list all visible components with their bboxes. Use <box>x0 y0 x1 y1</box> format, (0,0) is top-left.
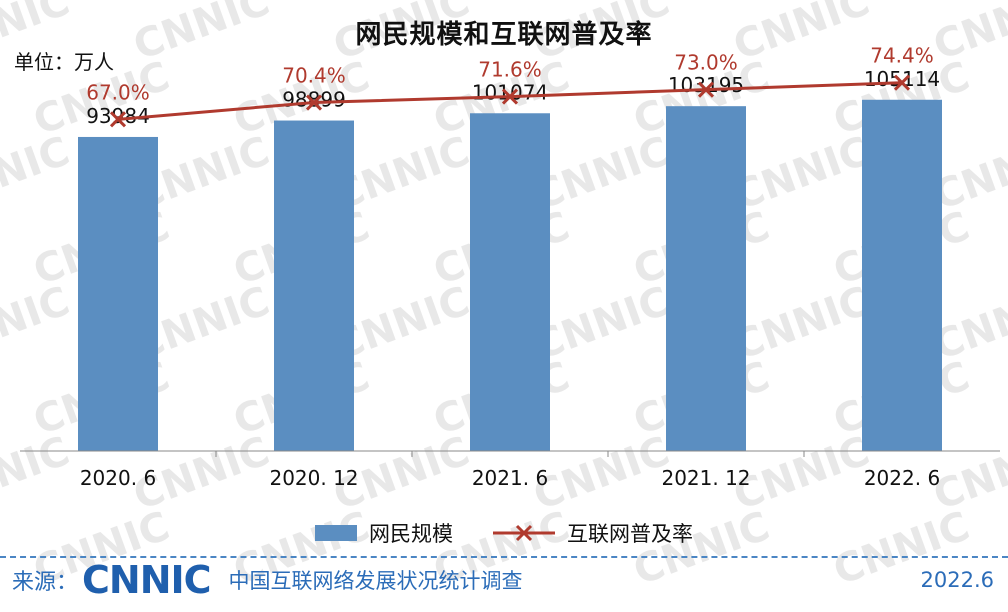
rate-marker <box>109 111 127 128</box>
bar-2 <box>470 113 550 451</box>
legend-bar-swatch <box>315 525 357 541</box>
rate-value-label: 73.0% <box>674 51 738 75</box>
legend-line-label: 互联网普及率 <box>567 522 693 546</box>
rate-markers-group <box>109 74 911 128</box>
legend: 网民规模 互联网普及率 <box>0 518 1008 548</box>
watermark-text: CNNIC <box>0 128 75 219</box>
unit-label: 单位：万人 <box>14 50 114 74</box>
legend-item-bar: 网民规模 <box>315 518 453 548</box>
bar-value-label: 101074 <box>472 80 548 104</box>
bar-1 <box>274 120 354 452</box>
footer: 来源： CNNIC 中国互联网络发展状况统计调查 2022.6 <box>0 558 1008 602</box>
x-tick-label: 2021. 6 <box>472 466 548 490</box>
legend-line-swatch <box>493 524 555 542</box>
x-tick-labels-group: 2020. 6 2020. 12 2021. 6 2021. 12 2022. 6 <box>80 451 940 490</box>
chart-title: 网民规模和互联网普及率 <box>355 20 653 50</box>
rate-marker <box>697 81 715 98</box>
x-tick-label: 2022. 6 <box>864 466 940 490</box>
cnnic-logo: CNNIC <box>82 558 212 602</box>
x-tick-label: 2020. 12 <box>269 466 358 490</box>
watermark-text: CNNIC <box>0 278 75 369</box>
source-label: 来源： <box>12 570 79 595</box>
bar-labels-group: 93984 98899 101074 103195 105114 <box>86 67 940 128</box>
legend-bar-label: 网民规模 <box>369 522 453 546</box>
rate-labels-group: 67.0% 70.4% 71.6% 73.0% 74.4% <box>86 44 934 105</box>
x-tick-label: 2020. 6 <box>80 466 156 490</box>
source-text: 中国互联网络发展状况统计调查 <box>228 569 523 593</box>
rate-marker <box>501 88 519 105</box>
rate-value-label: 71.6% <box>478 58 542 82</box>
bar-3 <box>666 106 746 452</box>
footer-divider <box>0 556 1008 558</box>
bar-value-label: 103195 <box>668 73 744 97</box>
rate-marker <box>305 94 323 111</box>
bar-value-label: 93984 <box>86 104 150 128</box>
rate-value-label: 70.4% <box>282 64 346 88</box>
bars-group <box>78 99 942 452</box>
rate-marker <box>893 74 911 91</box>
x-tick-label: 2021. 12 <box>661 466 750 490</box>
bar-value-label: 105114 <box>864 67 940 91</box>
report-date: 2022.6 <box>920 568 994 592</box>
rate-value-label: 67.0% <box>86 80 150 104</box>
bar-0 <box>78 136 158 451</box>
legend-item-line: 互联网普及率 <box>493 518 693 548</box>
rate-value-label: 74.4% <box>870 44 934 68</box>
bar-4 <box>862 99 942 451</box>
bar-value-label: 98899 <box>282 88 346 112</box>
watermark-text: CNNIC <box>0 428 75 519</box>
